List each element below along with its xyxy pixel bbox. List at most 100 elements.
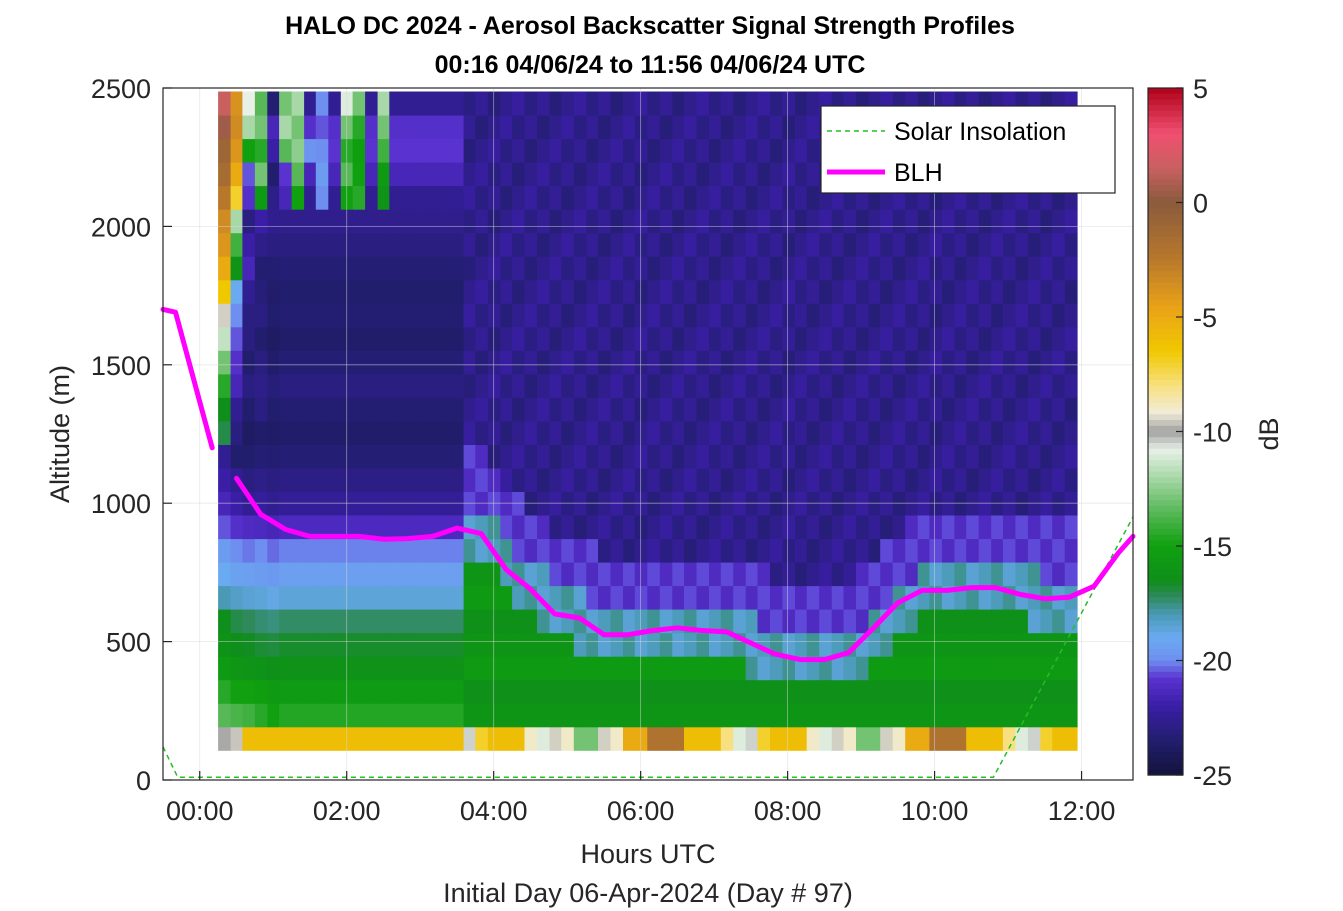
heatmap-cell bbox=[291, 585, 305, 610]
heatmap-cell bbox=[586, 562, 600, 587]
heatmap-cell bbox=[672, 679, 686, 704]
heatmap-cell bbox=[401, 209, 415, 234]
colorbar-segment bbox=[1148, 311, 1183, 318]
heatmap-cell bbox=[1015, 397, 1029, 422]
heatmap-cell bbox=[917, 256, 931, 281]
heatmap-cell bbox=[1027, 562, 1041, 587]
heatmap-cell bbox=[745, 185, 759, 210]
heatmap-cell bbox=[659, 279, 673, 304]
heatmap-cell bbox=[634, 397, 648, 422]
heatmap-cell bbox=[880, 515, 894, 540]
heatmap-cell bbox=[1040, 609, 1054, 634]
heatmap-cell bbox=[733, 91, 747, 116]
heatmap-cell bbox=[315, 256, 329, 281]
heatmap-cell bbox=[672, 115, 686, 140]
heatmap-cell bbox=[659, 91, 673, 116]
heatmap-cell bbox=[475, 279, 489, 304]
colorbar-segment bbox=[1148, 133, 1183, 141]
heatmap-cell bbox=[647, 679, 661, 704]
heatmap-cell bbox=[549, 138, 563, 163]
heatmap-cell bbox=[304, 350, 317, 375]
heatmap-cell bbox=[647, 115, 661, 140]
heatmap-cell bbox=[929, 232, 943, 257]
heatmap-cell bbox=[573, 632, 587, 657]
heatmap-cell bbox=[279, 138, 292, 163]
heatmap-cell bbox=[401, 467, 415, 492]
heatmap-cell bbox=[647, 279, 661, 304]
heatmap-cell bbox=[770, 115, 783, 140]
heatmap-cell bbox=[892, 726, 906, 751]
heatmap-cell bbox=[586, 679, 600, 704]
heatmap-cell bbox=[1027, 656, 1041, 681]
heatmap-cell bbox=[795, 515, 808, 540]
heatmap-cell bbox=[267, 679, 281, 704]
heatmap-cell bbox=[451, 115, 464, 140]
heatmap-cell bbox=[1015, 679, 1029, 704]
heatmap-cell bbox=[720, 656, 734, 681]
heatmap-cell bbox=[684, 585, 697, 610]
heatmap-cell bbox=[242, 232, 256, 257]
colorbar-segment bbox=[1148, 534, 1183, 541]
heatmap-cell bbox=[230, 209, 244, 234]
y-axis-label: Altitude (m) bbox=[45, 365, 75, 503]
heatmap-cell bbox=[1040, 444, 1054, 469]
heatmap-cell bbox=[365, 562, 378, 587]
heatmap-cell bbox=[438, 703, 452, 728]
heatmap-cell bbox=[978, 515, 992, 540]
heatmap-cell bbox=[672, 656, 686, 681]
heatmap-cell bbox=[795, 91, 808, 116]
heatmap-cell bbox=[586, 303, 600, 328]
heatmap-cell bbox=[745, 303, 759, 328]
colorbar-segment bbox=[1148, 173, 1183, 181]
heatmap-cell bbox=[831, 703, 845, 728]
heatmap-cell bbox=[451, 326, 464, 351]
heatmap-cell bbox=[831, 632, 845, 657]
heatmap-cell bbox=[561, 373, 575, 398]
heatmap-cell bbox=[365, 609, 378, 634]
heatmap-cell bbox=[757, 679, 771, 704]
heatmap-cell bbox=[512, 232, 525, 257]
heatmap-cell bbox=[267, 585, 281, 610]
heatmap-cell bbox=[709, 326, 722, 351]
heatmap-cell bbox=[377, 609, 391, 634]
colorbar-segment bbox=[1148, 414, 1183, 421]
heatmap-cell bbox=[941, 303, 955, 328]
heatmap-cell bbox=[880, 209, 894, 234]
heatmap-cell bbox=[709, 138, 722, 163]
heatmap-cell bbox=[782, 232, 796, 257]
heatmap-cell bbox=[757, 656, 771, 681]
heatmap-cell bbox=[905, 515, 919, 540]
heatmap-cell bbox=[929, 515, 943, 540]
heatmap-cell bbox=[537, 326, 550, 351]
heatmap-cell bbox=[868, 656, 882, 681]
heatmap-cell bbox=[1027, 279, 1041, 304]
heatmap-cell bbox=[487, 397, 501, 422]
heatmap-cell bbox=[623, 515, 636, 540]
heatmap-cell bbox=[634, 585, 648, 610]
heatmap-cell bbox=[1027, 726, 1041, 751]
heatmap-cell bbox=[978, 562, 992, 587]
heatmap-cell bbox=[745, 444, 759, 469]
heatmap-cell bbox=[929, 538, 943, 563]
heatmap-cell bbox=[806, 162, 820, 187]
heatmap-cell bbox=[598, 303, 611, 328]
heatmap-cell bbox=[512, 397, 525, 422]
heatmap-cell bbox=[352, 632, 366, 657]
heatmap-cell bbox=[279, 326, 292, 351]
heatmap-cell bbox=[1002, 656, 1016, 681]
heatmap-cell bbox=[941, 279, 955, 304]
heatmap-cell bbox=[537, 562, 550, 587]
heatmap-cell bbox=[279, 656, 292, 681]
heatmap-cell bbox=[304, 585, 317, 610]
heatmap-cell bbox=[242, 209, 256, 234]
heatmap-cell bbox=[1002, 703, 1016, 728]
heatmap-cell bbox=[684, 373, 697, 398]
heatmap-cell bbox=[340, 326, 354, 351]
heatmap-cell bbox=[414, 703, 428, 728]
legend-label-blh: BLH bbox=[894, 159, 943, 187]
heatmap-cell bbox=[573, 585, 587, 610]
heatmap-cell bbox=[819, 350, 833, 375]
heatmap-cell bbox=[487, 632, 501, 657]
heatmap-cell bbox=[377, 585, 391, 610]
heatmap-cell bbox=[757, 562, 771, 587]
